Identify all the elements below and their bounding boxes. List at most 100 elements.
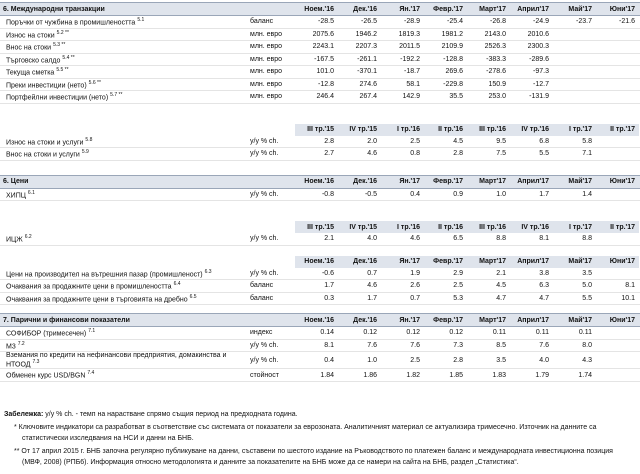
value: 1.7 — [539, 190, 549, 198]
footnote: ** От 17 април 2015 г. БНБ започна регул… — [14, 448, 613, 466]
value: 2.1 — [496, 269, 506, 277]
data-row: Преки инвестиции (нето) 5.6 ** млн. евро -1… — [0, 79, 640, 91]
value: -289.6 — [529, 55, 549, 63]
row-ref: 7.2 — [17, 340, 25, 347]
data-row: Вземания по кредити на нефинансови предп… — [0, 352, 640, 370]
value: 7.6 — [410, 341, 420, 349]
column-header: Дек.'16 — [353, 258, 377, 265]
row-ref: 6.5 — [189, 293, 197, 300]
column-header: Март'17 — [479, 178, 506, 185]
value: 2075.6 — [312, 30, 334, 38]
column-header: Май'17 — [568, 316, 592, 324]
section-title: 6. Цени — [3, 178, 29, 185]
value: 246.4 — [316, 93, 334, 101]
column-header: Ян.'17 — [399, 316, 420, 324]
row-unit: у/у % ch. — [250, 137, 279, 145]
value: 101.0 — [316, 68, 334, 76]
row-label-cell: Очаквания за продажните цени в търговият… — [0, 294, 250, 303]
value: 3.8 — [539, 269, 549, 277]
value: -383.3 — [486, 55, 506, 63]
value: 2300.3 — [527, 43, 549, 51]
column-header: IV тр.'16 — [521, 126, 549, 133]
column-header: Март'17 — [479, 5, 506, 13]
value: -23.7 — [576, 18, 592, 26]
row-ref: 6.4 — [173, 281, 181, 288]
value: 2526.3 — [484, 43, 506, 51]
value: -18.7 — [404, 68, 420, 76]
data-row: Цени на производител на вътрешния пазар … — [0, 268, 640, 280]
row-label: ХИПЦ — [6, 191, 26, 199]
data-row: Портфейлни инвестиции (нето) 5.7 ** млн. е… — [0, 91, 640, 104]
value: 5.8 — [582, 137, 592, 145]
value: 4.7 — [496, 294, 506, 302]
value: 150.9 — [488, 80, 506, 88]
value: 274.6 — [359, 80, 377, 88]
value: -128.8 — [443, 55, 463, 63]
row-unit: баланс — [250, 18, 274, 26]
row-label-cell: М3 7.2 — [0, 341, 250, 350]
value: 0.12 — [449, 329, 463, 337]
column-header: Април'17 — [517, 316, 549, 324]
row-unit: индекс — [250, 329, 273, 337]
value: -131.9 — [529, 93, 549, 101]
value: 8.0 — [582, 341, 592, 349]
column-header: III тр.'16 — [479, 223, 506, 231]
value: 10.1 — [621, 294, 635, 302]
value: 2.1 — [324, 235, 334, 243]
value: 5.0 — [582, 282, 592, 290]
column-header: Ян.'17 — [399, 5, 420, 13]
row-label: Търговско салдо — [6, 56, 61, 64]
header-row: 6. Международни транзакции Ноем.'16 Дек.'1… — [0, 2, 640, 16]
row-unit: баланс — [250, 294, 274, 302]
row-label-cell: Износ на стоки 5.2 ** — [0, 30, 250, 39]
row-unit: баланс — [250, 282, 274, 290]
row-label: ИЦЖ — [6, 236, 23, 244]
row-unit: у/у % ch. — [250, 356, 279, 364]
data-row: Търговско салдо 5.4 ** млн. евро -167.5 -261… — [0, 54, 640, 66]
column-header: Дек.'16 — [353, 5, 377, 13]
section-title: 6. Международни транзакции — [3, 5, 105, 13]
column-header: Март'17 — [479, 316, 506, 324]
value: 2.0 — [367, 137, 377, 145]
row-label: Износ на стоки — [6, 31, 55, 39]
value: 2011.5 — [399, 43, 420, 51]
row-unit: стойност — [250, 371, 279, 379]
value: 2.5 — [410, 137, 420, 145]
value: 58.1 — [406, 80, 420, 88]
header-row: III тр.'15 IV тр.'15 I тр.'16 II тр.'16 III … — [0, 123, 640, 136]
value: 0.4 — [324, 356, 334, 364]
value: 0.12 — [406, 329, 420, 337]
value: 0.4 — [410, 190, 420, 198]
row-label: Внос на стоки — [6, 44, 52, 52]
row-ref: 6.2 — [24, 234, 32, 241]
value: 1.85 — [449, 371, 463, 379]
value: -25.4 — [447, 18, 463, 26]
column-header: Ноем.'16 — [304, 5, 334, 13]
value: 6.8 — [539, 137, 549, 145]
value: 1.7 — [367, 294, 377, 302]
header-row: 6. Цени Ноем.'16 Дек.'16 Ян.'17 Февр.'17 Март… — [0, 174, 640, 189]
row-unit: млн. евро — [250, 30, 283, 38]
value: -370.1 — [357, 68, 377, 76]
value: 2.9 — [453, 269, 463, 277]
value: -0.5 — [364, 190, 377, 198]
value: -21.6 — [619, 18, 635, 26]
value: 9.5 — [496, 137, 506, 145]
value: 4.5 — [453, 137, 463, 145]
value: -28.5 — [318, 18, 334, 26]
row-ref: 7.1 — [88, 328, 96, 335]
column-header: Април'17 — [517, 258, 549, 265]
value: 4.7 — [539, 294, 549, 302]
value: 2.8 — [453, 356, 463, 364]
value: -0.8 — [321, 190, 334, 198]
column-header: Май'17 — [568, 258, 592, 265]
value: 1819.3 — [398, 30, 420, 38]
column-header: II тр.'16 — [438, 126, 463, 133]
value: 2243.1 — [312, 43, 334, 51]
column-header: II тр.'17 — [610, 126, 635, 133]
value: 7.6 — [367, 341, 377, 349]
column-header: I тр.'16 — [397, 223, 420, 231]
value: 7.5 — [496, 150, 506, 158]
value: 2.5 — [453, 282, 463, 290]
value: -0.6 — [321, 269, 334, 277]
